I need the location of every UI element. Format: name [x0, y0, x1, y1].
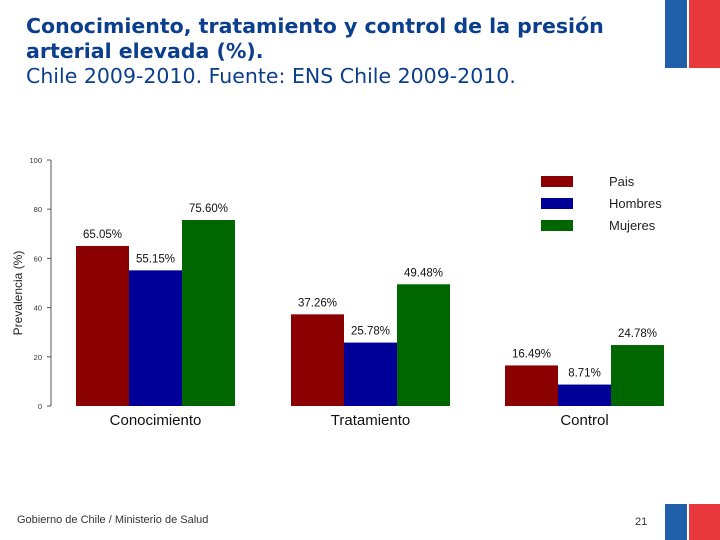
bar-pais-tratamiento — [291, 314, 344, 406]
bar-mujeres-conocimiento — [182, 220, 235, 406]
category-label: Conocimiento — [110, 412, 202, 429]
legend-swatch-pais — [541, 176, 573, 187]
data-label: 65.05% — [83, 229, 122, 241]
flag-top-blue — [665, 0, 687, 68]
y-tick-label: 60 — [34, 254, 42, 263]
legend-label: Pais — [609, 174, 635, 189]
data-label: 55.15% — [136, 253, 175, 265]
y-tick-label: 20 — [34, 353, 42, 362]
data-label: 37.26% — [298, 297, 337, 309]
chart-axes: 0 20 40 60 80 100 Prevalencia (%) — [11, 156, 52, 411]
bar-pais-conocimiento — [76, 245, 129, 406]
flag-bottom-blue — [665, 504, 687, 540]
data-label: 8.71% — [568, 368, 601, 380]
y-tick-label: 100 — [29, 156, 42, 165]
y-tick-label: 80 — [34, 205, 42, 214]
legend-swatch-hombres — [541, 198, 573, 209]
flag-bottom-red — [689, 504, 720, 540]
bar-hombres-conocimiento — [129, 270, 182, 406]
data-label: 25.78% — [351, 326, 390, 338]
footer-text: Gobierno de Chile / Ministerio de Salud — [17, 514, 209, 526]
y-tick-label: 0 — [38, 402, 42, 411]
legend-label: Hombres — [609, 196, 662, 211]
bar-hombres-control — [558, 384, 611, 406]
chart-legend: Pais Hombres Mujeres — [541, 174, 662, 233]
data-label: 49.48% — [404, 267, 443, 279]
slide-title-source: Chile 2009-2010. Fuente: ENS Chile 2009-… — [26, 64, 516, 88]
page-number: 21 — [635, 516, 648, 528]
bar-mujeres-control — [611, 345, 664, 406]
slide-title-main: Conocimiento, tratamiento y control de l… — [26, 14, 604, 63]
legend-label: Mujeres — [609, 218, 656, 233]
category-label: Control — [560, 412, 608, 429]
y-tick-label: 40 — [34, 304, 42, 313]
flag-top-red — [689, 0, 720, 68]
data-label: 16.49% — [512, 348, 551, 360]
category-label: Tratamiento — [331, 412, 410, 429]
legend-swatch-mujeres — [541, 220, 573, 231]
chart-bars: 65.05% 55.15% 75.60% Conocimiento 37.26% 25.7… — [76, 203, 664, 429]
bar-mujeres-tratamiento — [397, 284, 450, 406]
data-label: 75.60% — [189, 203, 228, 215]
bar-pais-control — [505, 365, 558, 406]
bar-hombres-tratamiento — [344, 342, 397, 406]
data-label: 24.78% — [618, 328, 657, 340]
slide-title: Conocimiento, tratamiento y control de l… — [26, 14, 656, 89]
y-axis-label: Prevalencia (%) — [11, 251, 25, 336]
